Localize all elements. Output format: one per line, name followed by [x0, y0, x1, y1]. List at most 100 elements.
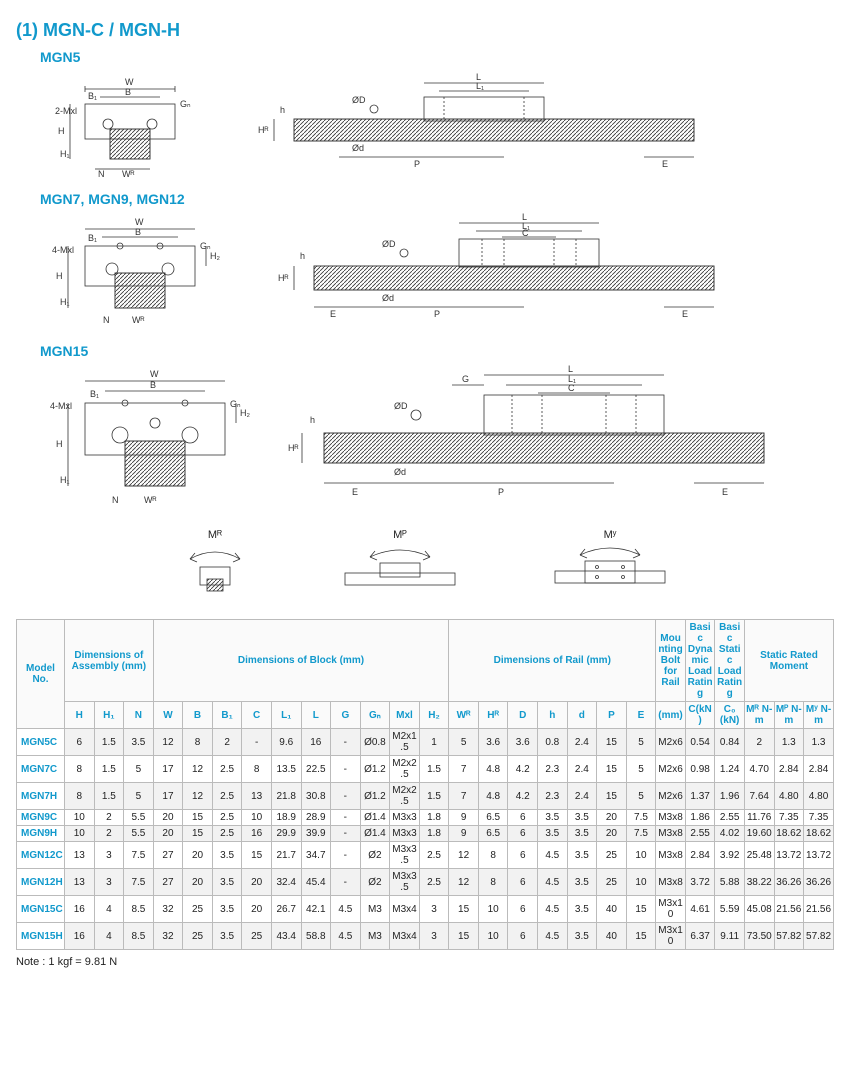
- value-cell: 6: [508, 826, 538, 842]
- value-cell: 15: [449, 896, 479, 923]
- svg-text:ØD: ØD: [352, 95, 366, 105]
- value-cell: 5: [449, 729, 479, 756]
- value-cell: 1.8: [419, 826, 449, 842]
- value-cell: 4.70: [744, 756, 774, 783]
- value-cell: 18.62: [804, 826, 834, 842]
- value-cell: 7.5: [626, 810, 656, 826]
- value-cell: -: [331, 869, 361, 896]
- svg-text:N: N: [112, 495, 119, 505]
- value-cell: 3.92: [715, 842, 745, 869]
- value-cell: 5.5: [124, 826, 154, 842]
- value-cell: 18.62: [774, 826, 804, 842]
- value-cell: 9: [449, 826, 479, 842]
- value-cell: 7.64: [744, 783, 774, 810]
- value-cell: 20: [597, 810, 627, 826]
- value-cell: 25: [183, 896, 213, 923]
- value-cell: 5: [626, 729, 656, 756]
- svg-text:B₁: B₁: [88, 233, 97, 243]
- value-cell: 5: [626, 756, 656, 783]
- model-cell: MGN7H: [17, 783, 65, 810]
- value-cell: 1.5: [94, 783, 124, 810]
- value-cell: 4.02: [715, 826, 745, 842]
- value-cell: -: [331, 729, 361, 756]
- value-cell: 43.4: [271, 923, 301, 950]
- value-cell: 4.8: [478, 756, 508, 783]
- svg-text:Wᴿ: Wᴿ: [132, 315, 145, 325]
- svg-text:h: h: [300, 251, 305, 261]
- value-cell: 2.5: [419, 869, 449, 896]
- value-cell: 2.84: [774, 756, 804, 783]
- value-cell: 3: [94, 842, 124, 869]
- value-cell: 21.8: [271, 783, 301, 810]
- table-row: MGN12H1337.527203.52032.445.4-Ø2M3x3.52.…: [17, 869, 834, 896]
- value-cell: 40: [597, 923, 627, 950]
- model-cell: MGN5C: [17, 729, 65, 756]
- value-cell: 3: [419, 896, 449, 923]
- value-cell: 30.8: [301, 783, 331, 810]
- value-cell: 9: [449, 810, 479, 826]
- value-cell: 25: [242, 923, 272, 950]
- value-cell: 4.2: [508, 756, 538, 783]
- svg-text:P: P: [414, 159, 420, 169]
- value-cell: 3.5: [567, 810, 597, 826]
- moment-mr-label: Mᴿ: [175, 529, 255, 541]
- col-sub-header: H₂: [419, 702, 449, 729]
- value-cell: 4.5: [538, 923, 568, 950]
- value-cell: 8.5: [124, 896, 154, 923]
- value-cell: 17: [153, 756, 183, 783]
- value-cell: 1.5: [419, 756, 449, 783]
- value-cell: 19.60: [744, 826, 774, 842]
- value-cell: 20: [242, 896, 272, 923]
- value-cell: M2x2.5: [390, 783, 420, 810]
- svg-text:4-Mxl: 4-Mxl: [52, 245, 74, 255]
- value-cell: 34.7: [301, 842, 331, 869]
- value-cell: 57.82: [774, 923, 804, 950]
- value-cell: 4.5: [538, 869, 568, 896]
- spec-table-body: MGN5C61.53.51282-9.616-Ø0.8M2x1.5153.63.…: [17, 729, 834, 950]
- value-cell: 2.5: [212, 826, 242, 842]
- svg-text:Hᴿ: Hᴿ: [258, 125, 269, 135]
- value-cell: 4.2: [508, 783, 538, 810]
- value-cell: Ø0.8: [360, 729, 390, 756]
- value-cell: 28.9: [301, 810, 331, 826]
- value-cell: 27: [153, 869, 183, 896]
- value-cell: 20: [597, 826, 627, 842]
- value-cell: M3x4: [390, 923, 420, 950]
- value-cell: 12: [183, 756, 213, 783]
- value-cell: 45.4: [301, 869, 331, 896]
- value-cell: 6: [508, 896, 538, 923]
- table-row: MGN7C81.5517122.5813.522.5-Ø1.2M2x2.51.5…: [17, 756, 834, 783]
- value-cell: 7.5: [626, 826, 656, 842]
- value-cell: 3.5: [567, 842, 597, 869]
- value-cell: Ø1.2: [360, 756, 390, 783]
- side-view-mgn7-12: L L₁ C ØD Ød h Hᴿ E P E: [264, 211, 734, 331]
- value-cell: 3.5: [212, 896, 242, 923]
- value-cell: 16: [65, 923, 95, 950]
- value-cell: 17: [153, 783, 183, 810]
- value-cell: 11.76: [744, 810, 774, 826]
- value-cell: 5: [124, 783, 154, 810]
- value-cell: M3x3.5: [390, 869, 420, 896]
- col-sub-header: C: [242, 702, 272, 729]
- value-cell: Ø1.4: [360, 826, 390, 842]
- value-cell: 6: [508, 923, 538, 950]
- col-sub-header: E: [626, 702, 656, 729]
- col-group-header: Model No.: [17, 620, 65, 729]
- value-cell: 5: [124, 756, 154, 783]
- value-cell: 13.72: [774, 842, 804, 869]
- svg-text:P: P: [498, 487, 504, 497]
- side-view-mgn15: L L₁ C G ØD Ød h Hᴿ E P E: [284, 363, 784, 513]
- value-cell: 18.9: [271, 810, 301, 826]
- value-cell: 2.5: [419, 842, 449, 869]
- value-cell: 16: [301, 729, 331, 756]
- value-cell: 2: [744, 729, 774, 756]
- value-cell: 1.5: [94, 756, 124, 783]
- col-sub-header: h: [538, 702, 568, 729]
- value-cell: M3x3: [390, 826, 420, 842]
- col-sub-header: C₀ (kN): [715, 702, 745, 729]
- value-cell: 4.80: [774, 783, 804, 810]
- value-cell: 5.88: [715, 869, 745, 896]
- value-cell: 6: [65, 729, 95, 756]
- svg-text:Wᴿ: Wᴿ: [122, 169, 135, 179]
- value-cell: 2: [212, 729, 242, 756]
